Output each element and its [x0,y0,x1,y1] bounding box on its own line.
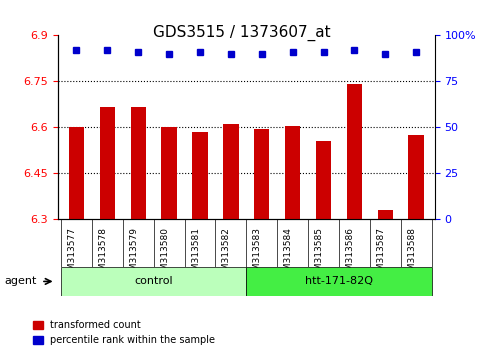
Bar [347,85,362,219]
FancyBboxPatch shape [246,267,432,296]
Text: GSM313579: GSM313579 [129,227,138,282]
Bar [285,126,300,219]
Text: control: control [134,276,173,286]
Text: GSM313586: GSM313586 [345,227,355,282]
Bar [161,127,177,219]
Bar [254,129,270,219]
Text: GSM313588: GSM313588 [407,227,416,282]
Text: GSM313577: GSM313577 [68,227,76,282]
Text: GSM313583: GSM313583 [253,227,262,282]
Text: GSM313582: GSM313582 [222,227,231,281]
Text: GDS3515 / 1373607_at: GDS3515 / 1373607_at [153,25,330,41]
Bar [409,135,424,219]
Bar [130,108,146,219]
FancyBboxPatch shape [61,267,246,296]
Text: GSM313578: GSM313578 [99,227,107,282]
Bar [378,210,393,219]
Bar [192,132,208,219]
Bar [69,127,84,219]
Text: agent: agent [5,276,37,286]
Text: GSM313584: GSM313584 [284,227,293,281]
Text: htt-171-82Q: htt-171-82Q [305,276,373,286]
Bar [316,141,331,219]
Bar [99,108,115,219]
Text: GSM313587: GSM313587 [376,227,385,282]
Text: GSM313585: GSM313585 [314,227,324,282]
Legend: transformed count, percentile rank within the sample: transformed count, percentile rank withi… [29,316,219,349]
Text: GSM313580: GSM313580 [160,227,169,282]
Bar [223,124,239,219]
Text: GSM313581: GSM313581 [191,227,200,282]
